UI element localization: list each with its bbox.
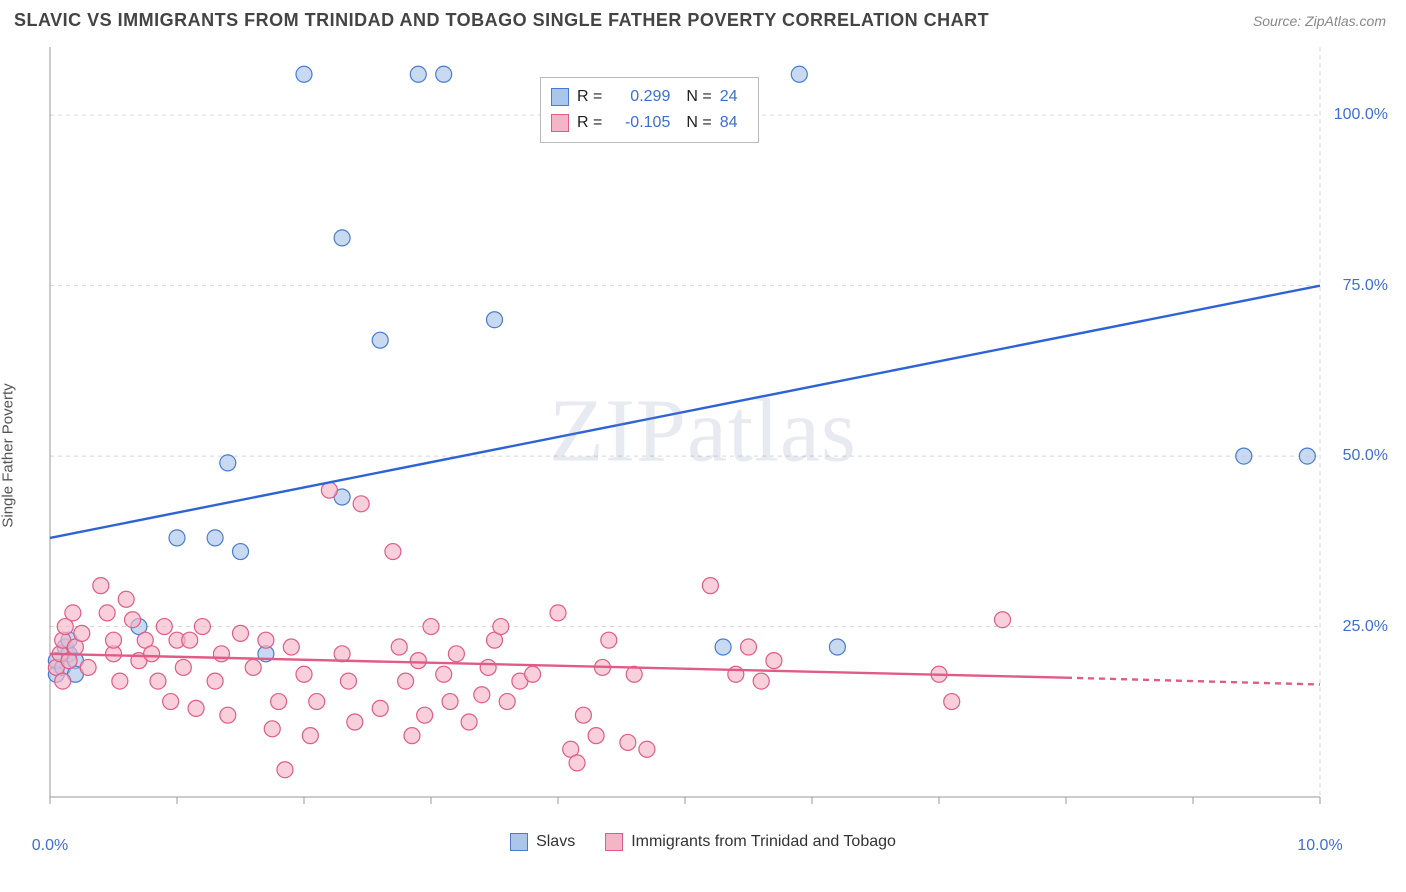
legend-label: Slavs xyxy=(536,833,575,851)
legend-item: Slavs xyxy=(510,833,575,851)
n-label: N = xyxy=(686,110,711,136)
n-value: 84 xyxy=(720,110,748,136)
legend-item: Immigrants from Trinidad and Tobago xyxy=(605,833,896,851)
r-value: -0.105 xyxy=(610,110,670,136)
r-label: R = xyxy=(577,84,602,110)
x-tick-label: 0.0% xyxy=(32,837,68,855)
y-tick-label: 50.0% xyxy=(1343,447,1388,465)
legend-swatch xyxy=(510,833,528,851)
header: SLAVIC VS IMMIGRANTS FROM TRINIDAD AND T… xyxy=(0,0,1406,37)
chart-title: SLAVIC VS IMMIGRANTS FROM TRINIDAD AND T… xyxy=(14,10,989,31)
legend-swatch xyxy=(551,114,569,132)
y-tick-label: 75.0% xyxy=(1343,277,1388,295)
y-axis-label: Single Father Poverty xyxy=(0,383,17,527)
correlation-row: R = 0.299 N = 24 xyxy=(551,84,748,110)
source-label: Source: ZipAtlas.com xyxy=(1253,13,1386,29)
correlation-row: R = -0.105 N = 84 xyxy=(551,110,748,136)
r-value: 0.299 xyxy=(610,84,670,110)
chart-area: Single Father Poverty ZIPatlas R =0.299N… xyxy=(0,37,1406,857)
legend-label: Immigrants from Trinidad and Tobago xyxy=(631,833,896,851)
n-label: N = xyxy=(686,84,711,110)
scatter-plot xyxy=(40,37,1360,827)
n-value: 24 xyxy=(720,84,748,110)
r-label: R = xyxy=(577,110,602,136)
x-tick-label: 10.0% xyxy=(1297,837,1342,855)
y-tick-label: 100.0% xyxy=(1334,106,1388,124)
y-tick-label: 25.0% xyxy=(1343,618,1388,636)
legend-swatch xyxy=(605,833,623,851)
series-legend: Slavs Immigrants from Trinidad and Tobago xyxy=(0,827,1406,857)
legend-swatch xyxy=(551,88,569,106)
correlation-legend: R = 0.299 N = 24 R = -0.105 N = 84 xyxy=(540,77,759,143)
